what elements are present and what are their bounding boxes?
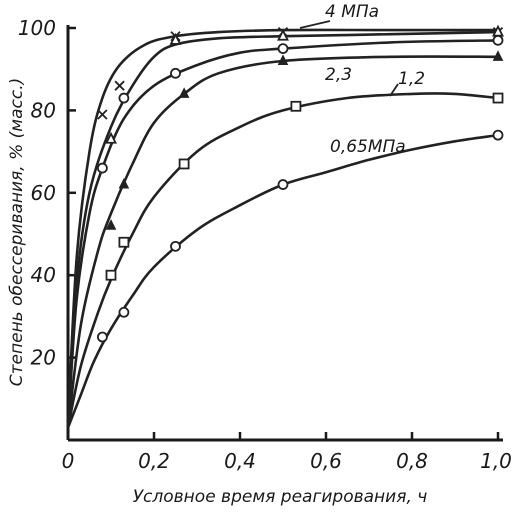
series-markers <box>97 24 504 343</box>
x-tick-label: 0 <box>62 449 75 473</box>
data-point-x <box>97 109 108 120</box>
data-point-circle <box>97 331 108 343</box>
data-point-circle <box>118 92 130 104</box>
data-point-circle <box>277 43 289 54</box>
series-line-1 <box>66 28 498 428</box>
x-tick-label: 0,8 <box>396 449 428 473</box>
data-point-circle <box>492 129 504 141</box>
y-axis-label: Степень обессеривания, % (масс.) <box>7 78 27 386</box>
x-tick-label: 0,6 <box>310 449 342 473</box>
data-point-square <box>118 236 130 248</box>
data-point-circle <box>97 162 108 174</box>
data-point-triangle <box>169 32 182 45</box>
y-tick-label: 60 <box>31 181 56 205</box>
data-point-square <box>290 100 302 112</box>
data-point-square <box>492 92 504 104</box>
x-tick-label: 0,4 <box>224 449 256 473</box>
data-point-circle <box>492 34 504 46</box>
data-point-x <box>114 80 125 91</box>
series-line-4 <box>66 55 499 428</box>
series-line-3 <box>66 39 499 428</box>
series-label-leader <box>299 20 331 29</box>
series-line-2 <box>66 30 499 428</box>
data-point-triangle <box>277 28 289 41</box>
series-labels: 4 МПа 2,3 1,2 0,65МПа <box>299 2 425 157</box>
series-label-leader <box>389 83 399 97</box>
data-point-square <box>105 269 117 281</box>
x-tick-label: 1,0 <box>480 449 512 473</box>
x-axis-label: Условное время реагирования, ч <box>133 487 428 507</box>
series-line-6 <box>66 133 499 429</box>
data-point-triangle-filled <box>118 177 130 189</box>
data-point-circle <box>118 306 130 318</box>
data-point-circle <box>170 67 181 79</box>
series-label-1: 4 МПа <box>325 2 379 22</box>
y-tick-label: 40 <box>31 263 56 287</box>
y-tick-label: 20 <box>31 346 56 370</box>
data-point-triangle-filled <box>492 50 504 61</box>
y-tick-label: 100 <box>18 16 56 40</box>
series-label-4: 2,3 <box>325 65 352 85</box>
ticks: 0 0,2 0,4 0,6 0,8 1,0 20 40 60 80 100 <box>18 16 512 473</box>
data-point-circle <box>277 179 289 190</box>
series-label-6: 0,65МПа <box>330 137 406 157</box>
data-point-triangle-filled <box>277 54 289 65</box>
data-point-square <box>178 158 190 170</box>
data-point-circle <box>170 240 181 252</box>
x-tick-label: 0,2 <box>138 449 170 473</box>
axes <box>66 25 503 442</box>
data-point-triangle <box>105 131 117 144</box>
series-line-5 <box>66 92 499 428</box>
series-curves <box>66 28 499 429</box>
data-point-triangle-filled <box>178 87 190 98</box>
y-tick-label: 80 <box>31 98 56 122</box>
series-label-5: 1,2 <box>398 69 425 89</box>
data-point-triangle-filled <box>105 219 117 230</box>
